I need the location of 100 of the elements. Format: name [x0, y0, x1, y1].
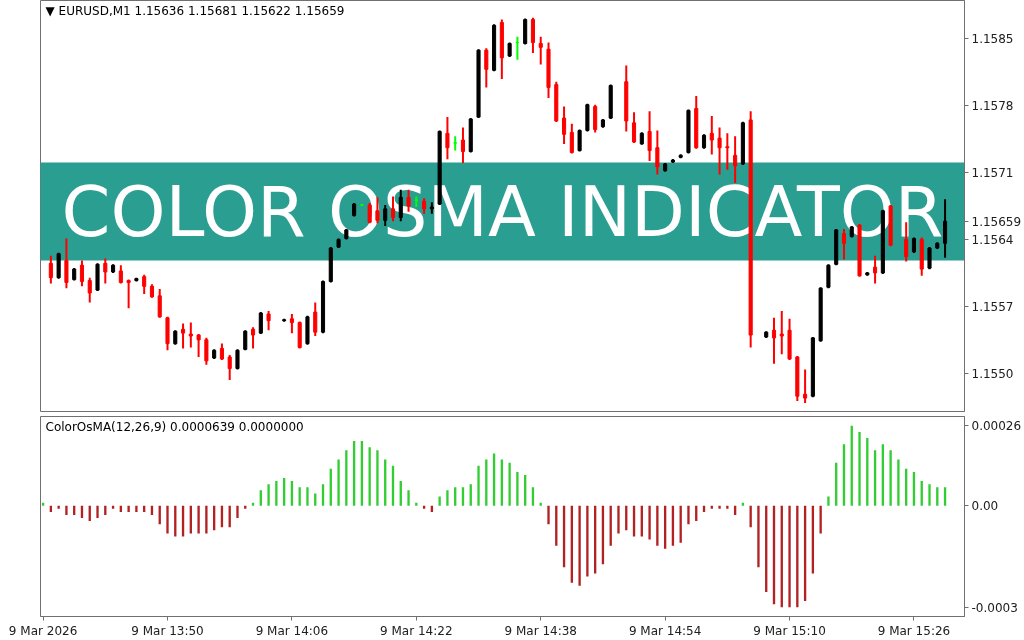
candlestick [709, 116, 714, 155]
bar [197, 505, 200, 534]
bar [96, 505, 99, 519]
candlestick [771, 317, 777, 364]
candlestick [943, 199, 948, 258]
y-tick-label: 1.1564 [971, 232, 1014, 247]
candlestick [569, 123, 574, 154]
x-tick-label: 9 Mar 15:10 [753, 623, 826, 638]
bar [65, 505, 68, 515]
candlestick [445, 117, 450, 160]
candlestick [243, 330, 248, 351]
bar [718, 505, 721, 509]
y-tick-label: 0.00 [971, 499, 999, 514]
bar [376, 450, 379, 506]
bar [687, 505, 690, 525]
candlestick [56, 252, 61, 279]
candlestick [538, 36, 543, 65]
y-tick-label: -0.0003 [971, 600, 1018, 615]
candlestick [523, 18, 528, 45]
candlestick [873, 255, 878, 284]
bar [446, 490, 449, 506]
candlestick [64, 238, 69, 289]
x-tick-label: 9 Mar 14:38 [504, 623, 577, 638]
candlestick [258, 312, 263, 335]
chart-subtitle: ColorOsMA(12,26,9) 0.0000639 0.0000000 [45, 419, 304, 434]
x-tick-label: 9 Mar 13:50 [131, 623, 204, 638]
candlestick [733, 136, 738, 184]
y-tick-label: 0.00026 [971, 419, 1022, 434]
candlestick [235, 349, 240, 370]
chart-subtitle: ▼ EURUSD,M1 1.15636 1.15681 1.15622 1.15659 [45, 3, 345, 18]
candlestick [87, 277, 92, 303]
bar [516, 471, 519, 506]
x-tick-label: 9 Mar 2026 [8, 623, 78, 638]
candlestick [181, 323, 186, 349]
bar [236, 505, 239, 519]
candlestick [460, 127, 466, 164]
candlestick [655, 130, 660, 175]
x-tick-label: 9 Mar 14:06 [255, 623, 329, 638]
bar [407, 490, 410, 506]
candlestick [717, 127, 722, 175]
bar [508, 462, 511, 506]
bar [757, 505, 760, 568]
candlestick [126, 279, 131, 309]
bar [477, 465, 480, 506]
bar [586, 505, 589, 577]
x-tick-label: 9 Mar 15:26 [877, 623, 951, 638]
candlestick [779, 311, 784, 355]
candlestick [453, 136, 458, 151]
bar [135, 505, 138, 512]
bar [788, 505, 791, 608]
bar [648, 505, 651, 540]
y-tick-label: 1.1571 [971, 166, 1014, 181]
candlestick [48, 255, 53, 284]
y-tick-label: 1.15659 [971, 214, 1022, 229]
bar [858, 431, 861, 506]
bar [928, 484, 931, 506]
candlestick [647, 111, 652, 162]
candlestick [313, 302, 318, 337]
bar [275, 481, 278, 506]
bar [578, 505, 581, 586]
candlestick [196, 334, 201, 358]
bar [267, 484, 270, 506]
x-tick-label: 9 Mar 14:54 [628, 623, 702, 638]
candlestick [725, 133, 730, 170]
bar [57, 505, 60, 509]
bar [617, 505, 620, 534]
candlestick [826, 264, 831, 289]
candlestick [593, 104, 598, 133]
candlestick [188, 322, 193, 348]
bar [726, 505, 729, 509]
bar [889, 450, 892, 506]
candlestick [631, 112, 637, 143]
candlestick [79, 260, 85, 287]
candlestick [562, 106, 567, 144]
bar [127, 505, 130, 512]
bar [897, 459, 900, 506]
y-tick-label: 1.1557 [971, 299, 1014, 314]
y-tick-label: 1.1578 [971, 99, 1014, 114]
bar [819, 505, 822, 534]
bar [306, 487, 309, 506]
candlestick [157, 289, 162, 318]
candlestick [484, 48, 489, 88]
y-tick-label: 1.1550 [971, 366, 1014, 381]
bar [205, 505, 208, 534]
x-tick-label: 9 Mar 14:22 [380, 623, 453, 638]
candlestick [927, 247, 932, 270]
bar [656, 505, 659, 546]
candlestick [577, 129, 582, 152]
candlestick [530, 17, 536, 54]
candlestick [227, 355, 232, 380]
bar [547, 505, 550, 525]
bar [314, 493, 317, 506]
bar [827, 496, 830, 506]
bar [438, 496, 441, 506]
y-tick-label: 1.1585 [971, 32, 1014, 47]
candlestick [250, 327, 256, 349]
candlestick [204, 337, 209, 365]
bar [345, 450, 348, 506]
candlestick [103, 258, 108, 284]
bar [166, 505, 169, 534]
